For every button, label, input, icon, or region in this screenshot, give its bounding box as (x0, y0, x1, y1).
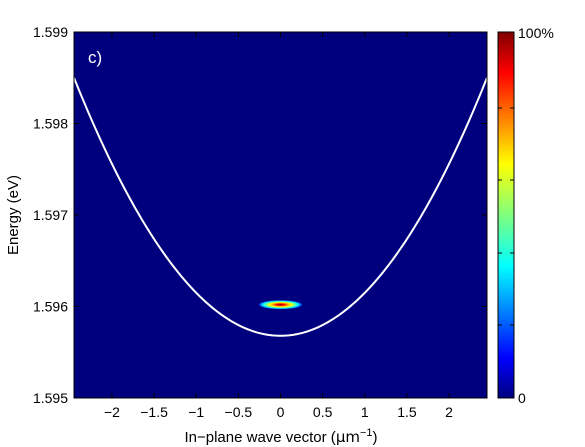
y-tick-label: 1.598 (33, 116, 68, 132)
x-tick-label: 0.5 (313, 404, 333, 420)
colorbar-min-label: 0 (518, 390, 526, 406)
colorbar-ticks (498, 107, 514, 326)
x-axis-unit-exponent: −1 (360, 427, 373, 439)
y-tick-label: 1.595 (33, 390, 68, 406)
x-axis-unit: μm (336, 428, 360, 446)
x-tick-label: −1 (188, 404, 204, 420)
x-axis-ticks: −2 −1.5 −1 −0.5 0 0.5 1 1.5 2 (104, 32, 453, 420)
y-tick-label: 1.597 (33, 207, 68, 223)
colorbar (497, 31, 515, 399)
x-axis-label: In−plane wave vector (μm−1) (184, 427, 377, 446)
x-tick-label: 0 (277, 404, 285, 420)
y-tick-label: 1.599 (33, 24, 68, 40)
colorbar-max-label: 100% (518, 25, 554, 41)
emission-spot (257, 299, 304, 310)
x-tick-label: 2 (445, 404, 453, 420)
x-tick-label: 1.5 (397, 404, 417, 420)
y-axis-ticks: 1.595 1.596 1.597 1.598 1.599 (33, 24, 487, 406)
plot-area (74, 32, 487, 398)
y-tick-label: 1.596 (33, 299, 68, 315)
x-tick-label: −1.5 (140, 404, 168, 420)
x-tick-label: −0.5 (225, 404, 253, 420)
dispersion-curve (74, 77, 487, 337)
x-tick-label: 1 (361, 404, 369, 420)
x-tick-label: −2 (104, 404, 120, 420)
panel-label: c) (88, 48, 102, 67)
y-axis-label: Energy (eV) (5, 175, 22, 255)
